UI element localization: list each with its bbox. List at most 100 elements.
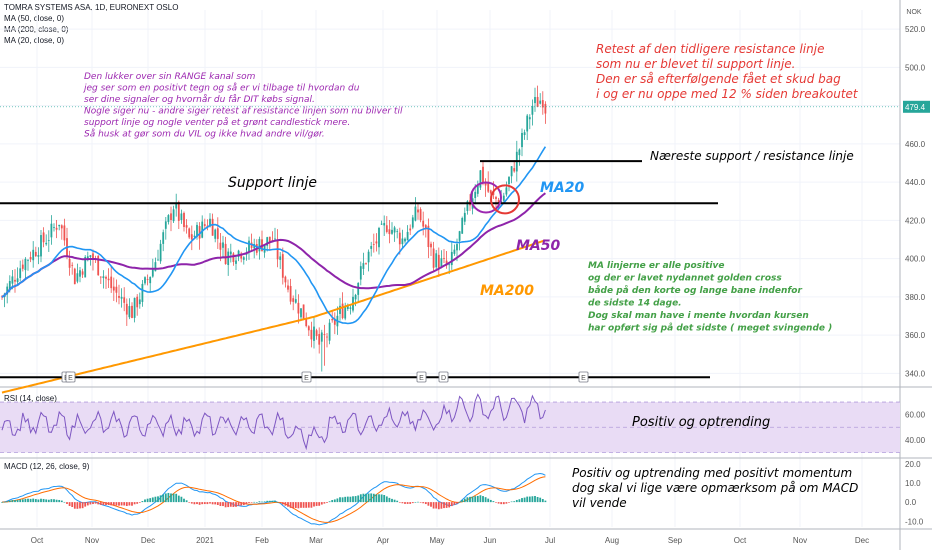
candle-body <box>541 100 544 108</box>
macd-histogram-bar <box>188 502 191 503</box>
candle-body <box>393 227 396 233</box>
macd-histogram-bar <box>500 502 503 505</box>
candle-body <box>133 297 136 318</box>
rsi-line <box>1 393 546 451</box>
macd-histogram-bar <box>534 496 536 503</box>
candle-body <box>42 232 45 243</box>
ma-note-line: de sidste 14 dage. <box>588 299 682 309</box>
macd-histogram-bar <box>248 502 250 503</box>
macd-histogram-bar <box>107 502 110 505</box>
candle-body <box>63 225 66 241</box>
macd-histogram-bar <box>544 500 547 503</box>
candle-body <box>388 229 391 235</box>
ma50-legend[interactable]: MA (50, close, 0) <box>4 14 65 23</box>
candle-body <box>131 305 133 318</box>
candle-body <box>328 322 331 341</box>
macd-histogram-bar <box>385 496 388 503</box>
macd-histogram-bar <box>149 498 152 503</box>
macd-histogram-bar <box>440 502 443 509</box>
candle-body <box>448 264 451 266</box>
macd-histogram-bar <box>27 498 29 503</box>
macd-histogram-bar <box>497 502 500 504</box>
event-marker-box <box>578 371 589 383</box>
macd-histogram-bar <box>154 496 157 503</box>
event-marker[interactable]: E <box>578 371 589 383</box>
candle-body <box>432 248 435 268</box>
retest-note-line: i og er nu oppe med 12 % siden breakoute… <box>596 87 859 101</box>
macd-histogram-bar <box>430 502 432 507</box>
macd-histogram-bar <box>323 502 326 504</box>
macd-histogram-bar <box>352 496 354 503</box>
support-line-label: Support linje <box>228 175 317 191</box>
macd-histogram-bar <box>55 499 58 503</box>
range-note-line: jeg ser som en positivt tegn og så er vi… <box>82 83 360 94</box>
event-marker[interactable]: E <box>65 371 76 383</box>
ma20-legend[interactable]: MA (20, close, 0) <box>4 36 65 45</box>
trend-lines[interactable] <box>0 160 718 379</box>
candle-body <box>183 212 185 227</box>
macd-histogram-bar <box>242 502 245 506</box>
currency-label[interactable]: NOK <box>906 9 922 16</box>
candle-body <box>138 299 141 305</box>
macd-signal-line <box>2 476 546 523</box>
candle-body <box>396 231 399 233</box>
macd-histogram-bar <box>315 502 318 506</box>
candle-body <box>518 149 521 156</box>
candle-body <box>458 231 461 241</box>
price-tick-label: 500.0 <box>905 63 926 72</box>
macd-histogram-bar <box>326 502 328 503</box>
candle-body <box>383 223 386 226</box>
macd-histogram-bar <box>461 500 464 503</box>
candle-body <box>232 253 235 262</box>
time-axis[interactable]: Oct Nov Dec 2021 Feb Mar Apr May Jun Jul Aug Sep Oct… <box>31 536 869 545</box>
candle-body <box>409 228 412 231</box>
macd-histogram-bar <box>502 502 505 505</box>
macd-histogram-bar <box>99 502 102 505</box>
candle-body <box>120 296 123 299</box>
rsi-note: Positiv og optrending <box>632 415 770 430</box>
event-marker[interactable]: D <box>438 371 449 383</box>
macd-histogram-bar <box>372 493 375 503</box>
candle-body <box>193 235 196 237</box>
candle-body <box>333 318 336 325</box>
candle-body <box>159 243 162 262</box>
macd-histogram-bar <box>484 497 487 503</box>
time-tick-label: Nov <box>793 536 807 545</box>
price-axis[interactable]: NOK520.0500.0480.0460.0440.0420.0400.038… <box>0 9 930 526</box>
candle-body <box>89 255 92 257</box>
candle-body <box>450 251 453 266</box>
macd-line <box>1 472 546 526</box>
candle-body <box>482 166 484 184</box>
symbol-header: TOMRA SYSTEMS ASA, 1D, EURONEXT OSLO <box>4 3 179 12</box>
candle-body <box>190 234 193 240</box>
macd-histogram-bar <box>487 498 490 503</box>
macd-histogram-bar <box>427 502 430 506</box>
candle-body <box>430 243 432 248</box>
macd-histogram-bar <box>40 498 42 503</box>
candle-body <box>357 283 360 295</box>
macd-histogram-bar <box>94 502 97 504</box>
macd-histogram-bar <box>276 502 279 503</box>
event-marker[interactable]: E <box>416 371 427 383</box>
candle-body <box>105 276 107 279</box>
macd-histogram-bar <box>474 496 477 503</box>
macd-histogram-bar <box>250 502 253 503</box>
event-markers[interactable]: EEEEDE <box>61 371 589 383</box>
macd-histogram-bar <box>73 502 76 509</box>
macd-histogram-bar <box>456 502 458 504</box>
candle-body <box>385 225 388 232</box>
macd-histogram-bar <box>463 498 466 503</box>
macd-histogram-bar <box>274 500 276 503</box>
macd-histogram-bar <box>224 502 227 508</box>
time-tick-label: May <box>429 536 444 545</box>
ma200-label: MA200 <box>480 283 534 299</box>
macd-histogram-bar <box>183 498 185 503</box>
candle-body <box>495 197 497 199</box>
event-marker[interactable]: E <box>301 371 312 383</box>
candle-body <box>170 213 172 220</box>
candle-body <box>268 236 271 242</box>
candle-body <box>76 273 79 282</box>
event-marker-label: E <box>68 375 73 382</box>
macd-histogram-bar <box>531 496 534 503</box>
